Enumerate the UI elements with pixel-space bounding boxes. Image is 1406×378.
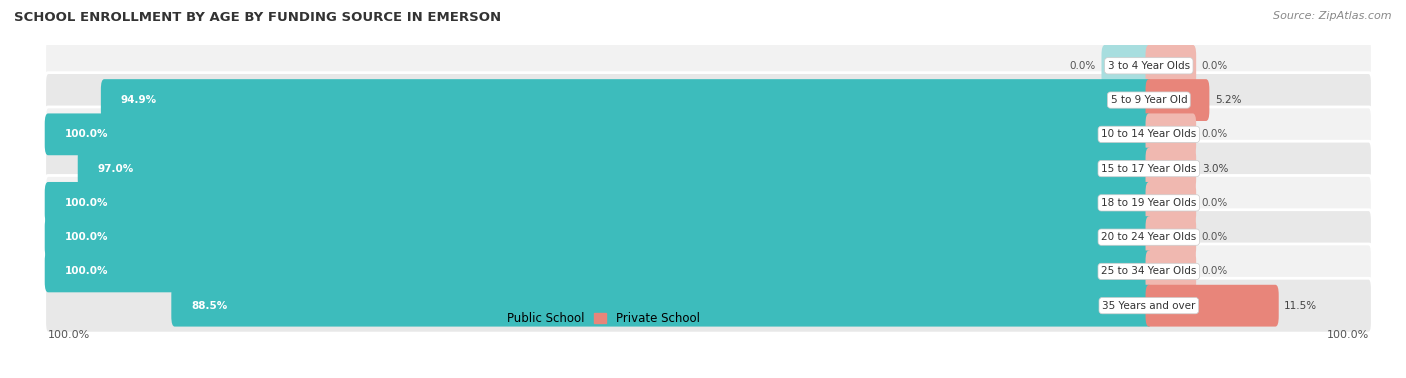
Text: 0.0%: 0.0% xyxy=(1202,232,1227,242)
FancyBboxPatch shape xyxy=(1101,45,1152,87)
Text: 100.0%: 100.0% xyxy=(65,232,108,242)
Text: 3.0%: 3.0% xyxy=(1202,164,1227,174)
Text: 100.0%: 100.0% xyxy=(1327,330,1369,340)
FancyBboxPatch shape xyxy=(45,73,1372,127)
Text: 35 Years and over: 35 Years and over xyxy=(1102,301,1195,311)
Text: 0.0%: 0.0% xyxy=(1202,129,1227,139)
Text: 20 to 24 Year Olds: 20 to 24 Year Olds xyxy=(1101,232,1197,242)
Text: SCHOOL ENROLLMENT BY AGE BY FUNDING SOURCE IN EMERSON: SCHOOL ENROLLMENT BY AGE BY FUNDING SOUR… xyxy=(14,11,501,24)
FancyBboxPatch shape xyxy=(1146,216,1197,258)
FancyBboxPatch shape xyxy=(1146,45,1197,87)
Text: 0.0%: 0.0% xyxy=(1202,198,1227,208)
FancyBboxPatch shape xyxy=(45,244,1372,299)
Text: 0.0%: 0.0% xyxy=(1070,61,1097,71)
FancyBboxPatch shape xyxy=(1146,182,1197,224)
Text: 100.0%: 100.0% xyxy=(48,330,90,340)
FancyBboxPatch shape xyxy=(45,39,1372,93)
FancyBboxPatch shape xyxy=(45,175,1372,230)
Text: 25 to 34 Year Olds: 25 to 34 Year Olds xyxy=(1101,266,1197,276)
FancyBboxPatch shape xyxy=(45,107,1372,162)
FancyBboxPatch shape xyxy=(1146,251,1197,292)
FancyBboxPatch shape xyxy=(45,216,1152,258)
Text: 10 to 14 Year Olds: 10 to 14 Year Olds xyxy=(1101,129,1197,139)
Text: 11.5%: 11.5% xyxy=(1284,301,1317,311)
Text: 0.0%: 0.0% xyxy=(1202,266,1227,276)
Text: 97.0%: 97.0% xyxy=(97,164,134,174)
FancyBboxPatch shape xyxy=(45,113,1152,155)
FancyBboxPatch shape xyxy=(172,285,1152,327)
FancyBboxPatch shape xyxy=(45,210,1372,265)
FancyBboxPatch shape xyxy=(45,278,1372,333)
FancyBboxPatch shape xyxy=(101,79,1152,121)
Text: 15 to 17 Year Olds: 15 to 17 Year Olds xyxy=(1101,164,1197,174)
Text: 100.0%: 100.0% xyxy=(65,198,108,208)
Legend: Public School, Private School: Public School, Private School xyxy=(481,308,704,330)
Text: 88.5%: 88.5% xyxy=(191,301,228,311)
FancyBboxPatch shape xyxy=(45,141,1372,196)
Text: 94.9%: 94.9% xyxy=(121,95,157,105)
FancyBboxPatch shape xyxy=(1146,148,1197,189)
Text: 100.0%: 100.0% xyxy=(65,129,108,139)
FancyBboxPatch shape xyxy=(45,182,1152,224)
Text: 0.0%: 0.0% xyxy=(1202,61,1227,71)
Text: 5 to 9 Year Old: 5 to 9 Year Old xyxy=(1111,95,1187,105)
Text: Source: ZipAtlas.com: Source: ZipAtlas.com xyxy=(1274,11,1392,21)
FancyBboxPatch shape xyxy=(1146,113,1197,155)
FancyBboxPatch shape xyxy=(1146,285,1278,327)
Text: 5.2%: 5.2% xyxy=(1215,95,1241,105)
Text: 3 to 4 Year Olds: 3 to 4 Year Olds xyxy=(1108,61,1189,71)
FancyBboxPatch shape xyxy=(45,251,1152,292)
Text: 18 to 19 Year Olds: 18 to 19 Year Olds xyxy=(1101,198,1197,208)
FancyBboxPatch shape xyxy=(77,148,1152,189)
Text: 100.0%: 100.0% xyxy=(65,266,108,276)
FancyBboxPatch shape xyxy=(1146,79,1209,121)
